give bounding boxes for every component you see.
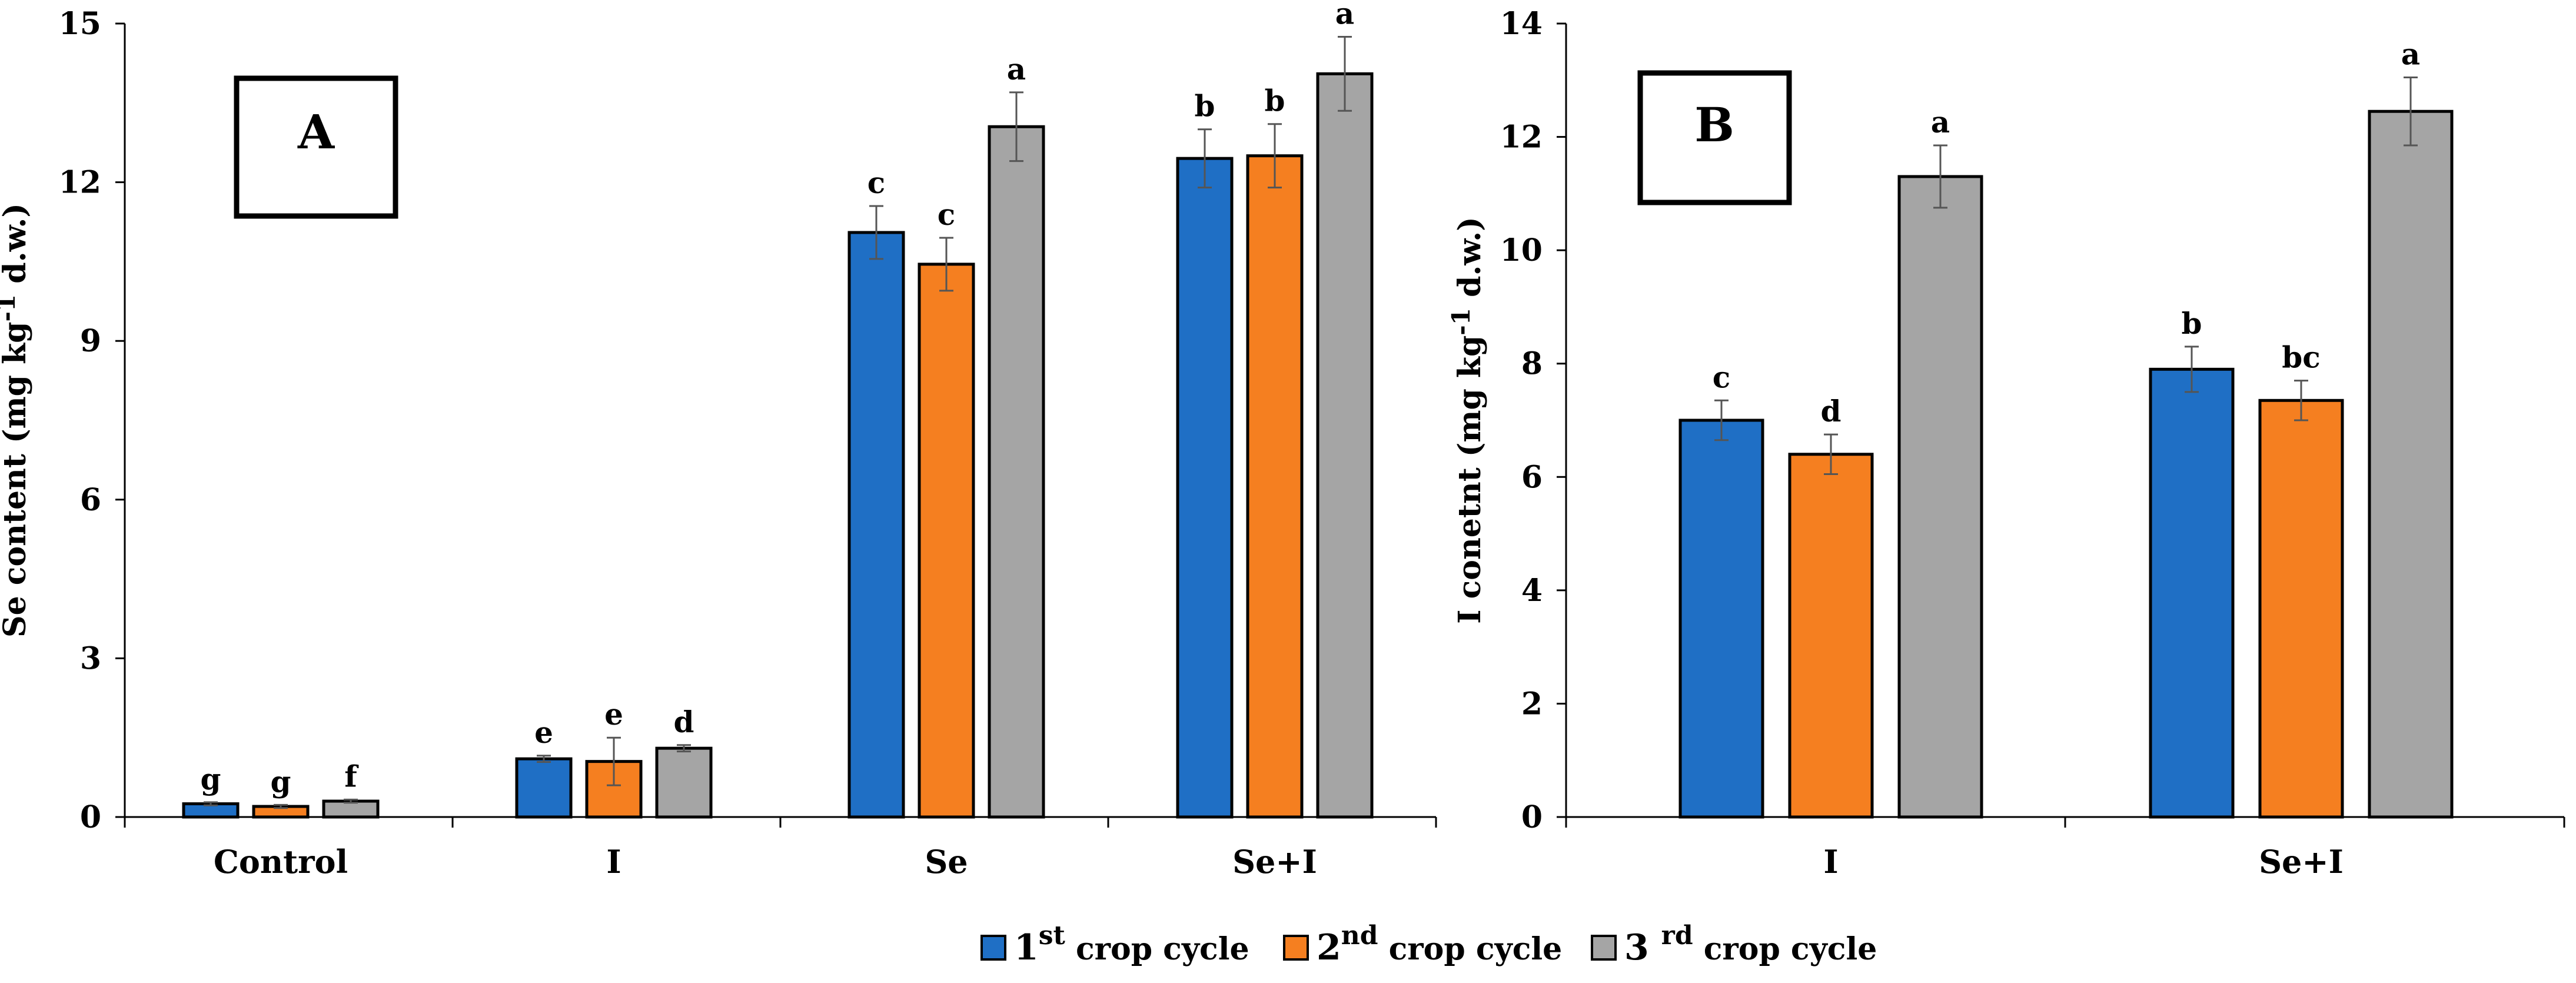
y-tick-label: 14 <box>1500 6 1543 42</box>
y-tick-label: 0 <box>1521 799 1543 835</box>
y-axis-label: I conetnt (mg kg-1 d.w.) <box>1447 217 1488 624</box>
category-label: Se+I <box>2259 843 2344 881</box>
significance-letter: f <box>344 759 359 793</box>
panel-box <box>234 75 398 219</box>
bar <box>847 231 905 819</box>
significance-letter: bc <box>2282 340 2320 375</box>
bar <box>515 757 573 819</box>
panel-box <box>1637 70 1792 205</box>
bar <box>988 125 1045 819</box>
significance-letter: a <box>1931 105 1950 140</box>
bar <box>1246 154 1304 819</box>
significance-letter: e <box>604 697 623 732</box>
significance-letter: b <box>2182 306 2202 341</box>
bar <box>1897 175 1983 819</box>
significance-letter: b <box>1265 84 1285 118</box>
legend-swatch <box>1591 935 1617 961</box>
significance-letter: e <box>534 715 553 750</box>
y-tick-label: 2 <box>1521 686 1543 722</box>
bar <box>2258 398 2344 819</box>
significance-letter: d <box>674 705 694 739</box>
category-label: Se <box>925 843 968 881</box>
bar <box>1788 453 1874 819</box>
bar <box>655 746 713 819</box>
significance-letter: g <box>201 762 221 796</box>
panel-letter: B <box>1694 97 1734 152</box>
bar <box>1176 157 1234 819</box>
y-tick-label: 12 <box>1500 119 1543 155</box>
bar <box>1678 419 1764 819</box>
significance-letter: c <box>938 197 955 232</box>
legend-label: 1st crop cycle <box>1014 921 1249 968</box>
bar <box>322 799 380 819</box>
y-tick-label: 10 <box>1500 233 1543 268</box>
panel-letter: A <box>297 104 335 160</box>
y-tick-label: 4 <box>1521 573 1543 609</box>
y-tick-label: 8 <box>1521 346 1543 382</box>
category-label: I <box>1823 843 1838 881</box>
significance-letter: g <box>271 764 291 799</box>
bar <box>2149 367 2235 819</box>
y-tick-label: 6 <box>80 482 101 518</box>
y-axis-label: Se content (mg kg-1 d.w.) <box>0 203 33 637</box>
y-tick-label: 0 <box>80 799 101 835</box>
significance-letter: c <box>867 165 885 200</box>
legend-label: 2nd crop cycle <box>1317 921 1562 968</box>
y-tick-label: 12 <box>59 165 101 201</box>
legend-label: 3 rd crop cycle <box>1624 921 1877 968</box>
y-tick-label: 9 <box>80 323 101 359</box>
legend-swatch <box>1283 935 1309 961</box>
significance-letter: c <box>1713 360 1730 394</box>
significance-letter: a <box>2401 36 2420 71</box>
bar <box>2368 109 2454 819</box>
significance-letter: b <box>1195 89 1215 124</box>
significance-letter: a <box>1007 52 1026 87</box>
category-label: I <box>606 843 621 881</box>
category-label: Control <box>214 843 348 881</box>
significance-letter: a <box>1335 0 1354 31</box>
bar <box>918 263 975 819</box>
significance-letter: d <box>1821 394 1842 429</box>
category-label: Se+I <box>1232 843 1317 881</box>
y-tick-label: 15 <box>59 6 101 42</box>
y-tick-label: 6 <box>1521 459 1543 495</box>
bar <box>1316 72 1374 819</box>
legend-swatch <box>980 935 1006 961</box>
y-tick-label: 3 <box>80 640 101 676</box>
